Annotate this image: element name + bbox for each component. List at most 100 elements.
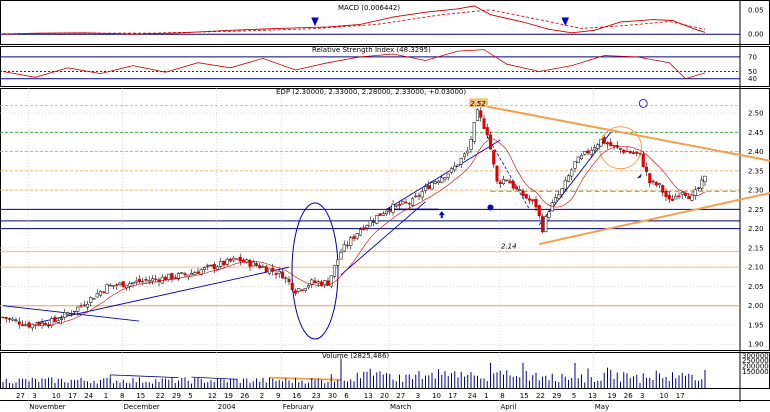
candle-body <box>514 186 519 190</box>
candle-body <box>46 324 51 327</box>
candle-body <box>570 169 574 177</box>
date-tick-label: 10 <box>660 392 669 400</box>
candle-body <box>1 316 5 319</box>
candle-body <box>150 278 155 282</box>
candle-body <box>121 281 125 288</box>
candle-body <box>173 277 177 279</box>
candle-body <box>657 183 662 186</box>
candle-body <box>329 275 333 287</box>
candle-body <box>521 190 525 197</box>
candle-body <box>284 277 288 279</box>
macd-title: MACD (0.006442) <box>338 4 400 12</box>
candle-body <box>384 210 389 215</box>
date-tick-label: 26 <box>240 392 249 400</box>
date-tick-label: 5 <box>572 392 576 400</box>
candle-body <box>404 201 408 204</box>
candle-body <box>206 265 210 267</box>
candle-body <box>651 180 655 183</box>
candle-body <box>475 109 480 121</box>
macd-signal-line <box>2 9 706 35</box>
candle-body <box>258 265 262 269</box>
candle-body <box>420 191 424 198</box>
date-tick-label: 6 <box>344 392 349 400</box>
candle-body <box>137 278 142 283</box>
price-tick-label: 2.00 <box>748 302 764 310</box>
peak-label-bg <box>469 98 489 108</box>
date-tick-label: 20 <box>380 392 389 400</box>
candle-body <box>154 278 158 280</box>
candle-body <box>576 156 580 164</box>
volume-trend-line <box>110 374 179 379</box>
macd-tick-label: 0.00 <box>748 31 764 39</box>
date-tick-label: 27 <box>16 392 25 400</box>
candle-body <box>596 144 600 149</box>
volume-title: Volume (2825,486) <box>322 352 389 360</box>
candle-body <box>466 150 470 154</box>
candle-body <box>381 213 385 216</box>
low-label: 2.14 <box>501 242 517 250</box>
candle-body <box>303 288 307 292</box>
candle-body <box>232 257 236 261</box>
candle-body <box>417 195 421 197</box>
volume-tick-label: 150000 <box>742 368 769 376</box>
candle-body <box>544 216 548 232</box>
candle-body <box>85 303 90 308</box>
candle-body <box>501 179 506 184</box>
candle-body <box>401 201 405 205</box>
month-label: November <box>29 403 66 411</box>
price-tick-label: 2.45 <box>748 129 764 137</box>
date-tick-label: 1 <box>104 392 108 400</box>
candle-body <box>365 225 369 229</box>
candle-body <box>30 323 34 329</box>
candle-body <box>17 321 21 325</box>
candle-body <box>306 285 311 288</box>
month-label: May <box>595 403 609 411</box>
candle-body <box>313 280 317 284</box>
candle-body <box>573 161 577 169</box>
consolidation-ellipse <box>291 202 339 340</box>
candle-body <box>547 211 551 218</box>
candle-body <box>180 272 184 274</box>
date-tick-label: 22 <box>156 392 165 400</box>
price-tick-label: 1.90 <box>748 341 764 349</box>
candle-body <box>37 323 41 326</box>
candle-body <box>644 166 649 173</box>
candle-body <box>267 268 272 274</box>
rsi-tick-label: 50 <box>748 68 757 76</box>
candle-body <box>261 266 265 268</box>
macd-sell-arrow-icon <box>561 17 570 27</box>
candle-body <box>115 284 119 286</box>
candle-body <box>222 260 226 266</box>
candle-body <box>553 197 558 203</box>
candle-body <box>540 216 545 233</box>
candle-body <box>508 180 512 184</box>
candle-body <box>339 251 343 260</box>
volume-tick-label: 250000 <box>742 357 769 365</box>
candle-body <box>664 190 668 197</box>
date-tick-label: 17 <box>676 392 685 400</box>
date-tick-label: 1 <box>484 392 488 400</box>
candle-body <box>537 205 541 217</box>
uptrend-line-2 <box>340 201 426 276</box>
candle-body <box>579 155 584 160</box>
candle-body <box>316 281 320 284</box>
candle-body <box>53 316 57 322</box>
candle-body <box>170 273 174 280</box>
candle-body <box>602 137 606 144</box>
candle-body <box>670 198 675 201</box>
triangle-upper-line <box>480 104 770 162</box>
rsi-title: Relative Strength Index (48.3295) <box>312 46 431 54</box>
candle-body <box>147 280 151 283</box>
date-tick-label: 8 <box>120 392 124 400</box>
dashed-decline-line <box>486 135 530 210</box>
candle-body <box>599 138 603 147</box>
candle-body <box>355 233 359 239</box>
candle-body <box>459 158 463 165</box>
candle-body <box>59 318 64 321</box>
candle-body <box>453 165 457 171</box>
candle-body <box>362 227 366 230</box>
candle-body <box>690 194 694 201</box>
price-tick-label: 2.10 <box>748 264 764 272</box>
date-tick-label: 19 <box>224 392 233 400</box>
candle-body <box>586 150 590 154</box>
